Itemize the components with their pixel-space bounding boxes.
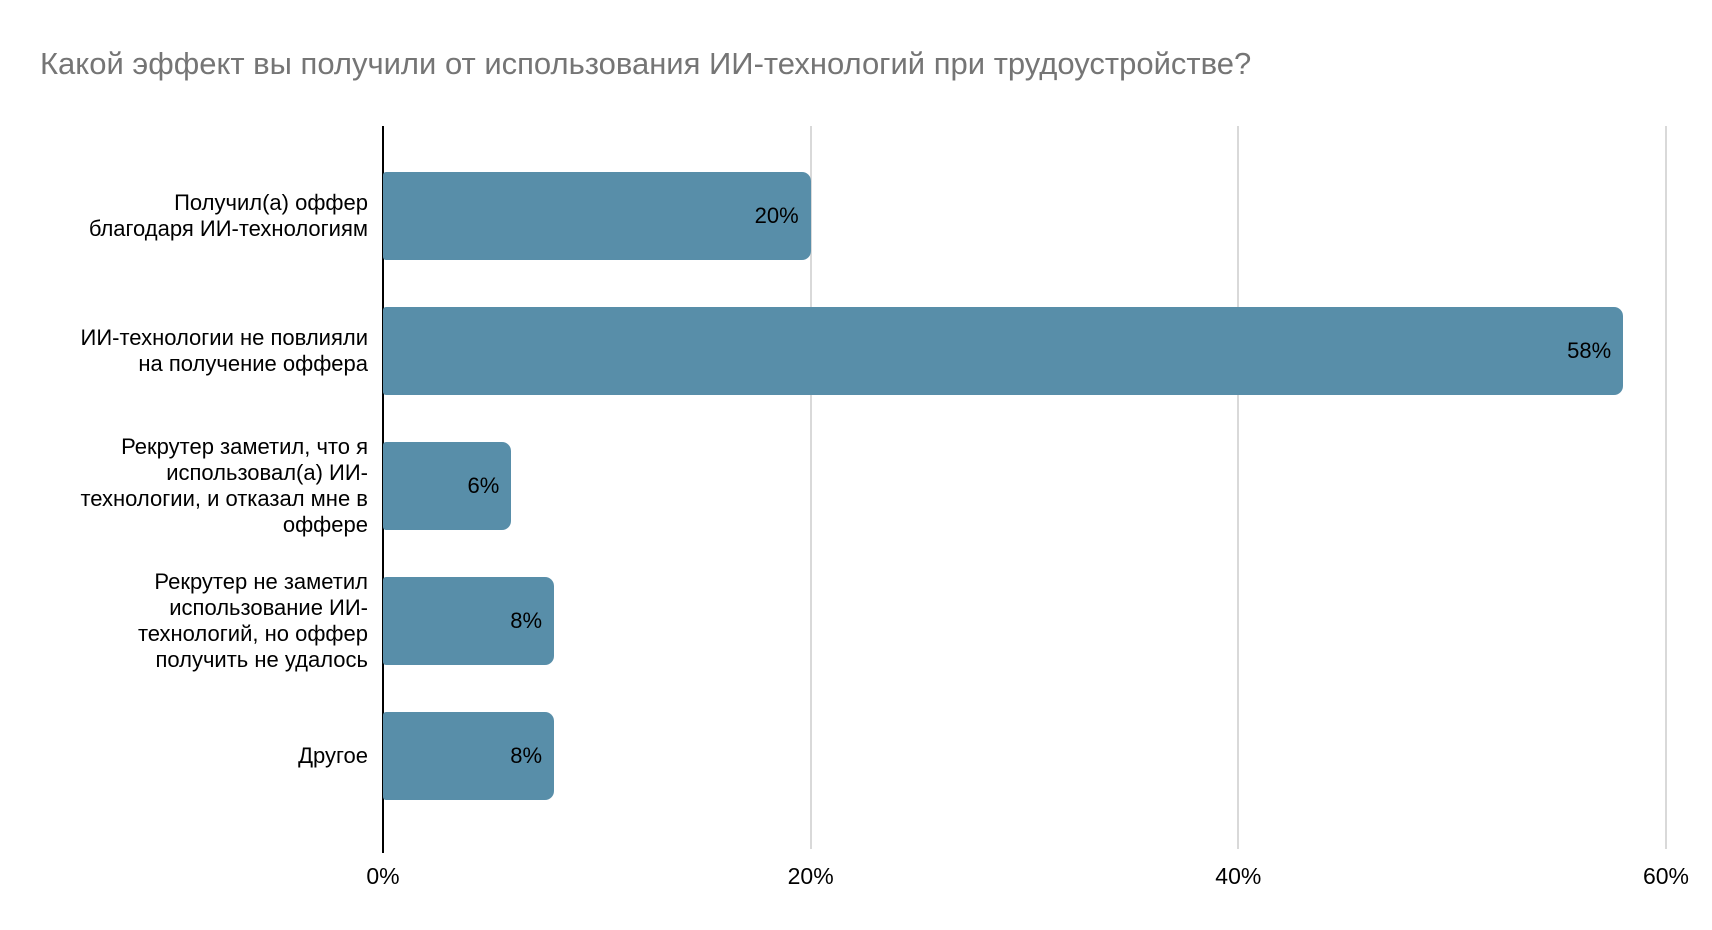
category-label-line: оффере bbox=[282, 512, 368, 537]
category-label-line: благодаря ИИ-технологиям bbox=[88, 216, 368, 241]
bar-value-label: 58% bbox=[1567, 338, 1612, 363]
category-label: Рекрутер заметил, что я использовал(а) ИИ… bbox=[40, 434, 368, 538]
gridline bbox=[1237, 126, 1240, 849]
gridline bbox=[809, 126, 812, 849]
category-label-line: использовал(а) ИИ- bbox=[166, 460, 368, 485]
category-label-line: Рекрутер заметил, что я bbox=[121, 434, 368, 459]
x-tick-label: 0% bbox=[366, 863, 400, 889]
chart-title: Какой эффект вы получили от использовани… bbox=[40, 46, 1252, 81]
bar-value-label: 6% bbox=[467, 473, 500, 498]
x-tick-label: 20% bbox=[787, 863, 834, 889]
plot-area: 20% 58% 6% 8% 8% bbox=[382, 126, 1667, 853]
category-label: Рекрутер не заметил использование ИИ-техн… bbox=[40, 569, 368, 673]
bar: 20% bbox=[383, 172, 811, 260]
bar: 58% bbox=[383, 307, 1624, 395]
bar: 8% bbox=[383, 577, 555, 665]
bar-value-label: 8% bbox=[510, 743, 543, 768]
category-label: Получил(а) оффер благодаря ИИ-технологиям bbox=[40, 190, 368, 242]
category-label: Другое bbox=[40, 743, 368, 769]
gridline bbox=[1665, 126, 1667, 849]
x-tick-label: 40% bbox=[1215, 863, 1262, 889]
category-label-line: технологии, и отказал мне в bbox=[80, 486, 368, 511]
x-tick-label: 60% bbox=[1642, 863, 1690, 889]
category-label-line: на получение оффера bbox=[138, 351, 368, 376]
bar-value-label: 20% bbox=[754, 203, 799, 228]
category-label-line: технологий, но оффер bbox=[137, 621, 368, 646]
category-label-line: использование ИИ- bbox=[169, 595, 368, 620]
bar: 8% bbox=[383, 712, 555, 800]
category-label-line: Рекрутер не заметил bbox=[154, 569, 368, 594]
category-label-line: получить не удалось bbox=[155, 647, 368, 672]
category-label-line: Получил(а) оффер bbox=[174, 190, 368, 215]
category-label-line: ИИ-технологии не повлияли bbox=[80, 325, 368, 350]
bar-value-label: 8% bbox=[510, 608, 543, 633]
bar: 6% bbox=[383, 442, 512, 530]
category-label: ИИ-технологии не повлияли на получение оф… bbox=[40, 325, 368, 377]
category-label-line: Другое bbox=[298, 743, 368, 768]
